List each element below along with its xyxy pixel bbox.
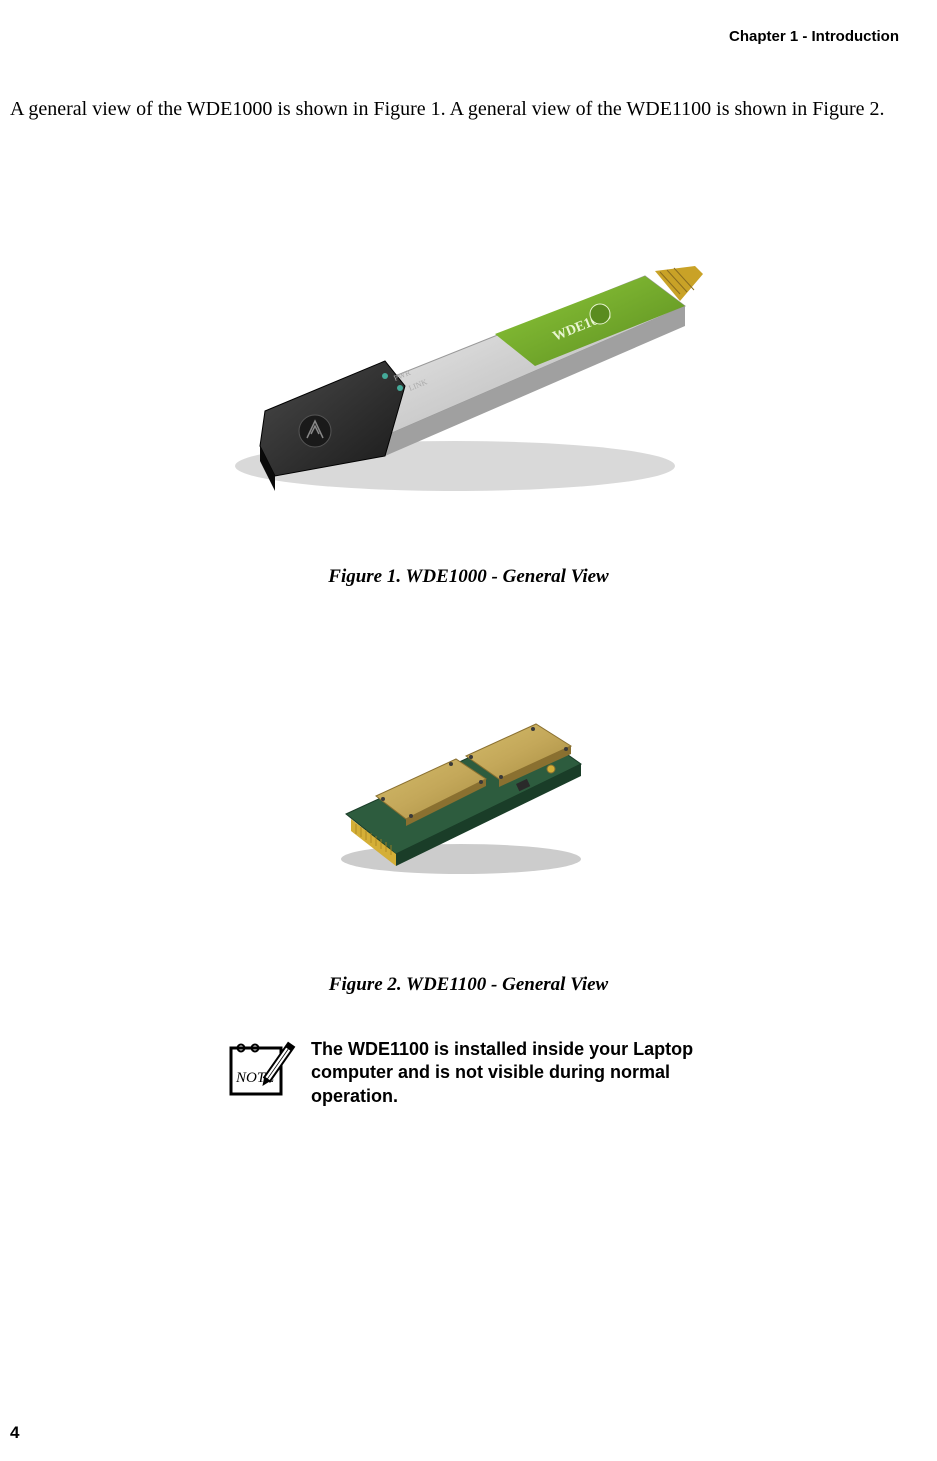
note-callout: NOTE The WDE1100 is installed inside you… xyxy=(227,1038,701,1108)
page-number: 4 xyxy=(10,1423,19,1443)
wde1100-device-illustration xyxy=(321,694,601,884)
note-icon: NOTE xyxy=(227,1038,297,1100)
intro-text: A general view of the WDE1000 is shown i… xyxy=(10,98,885,120)
figure1-image: PWR LINK WDE1000 xyxy=(185,196,725,516)
note-text: The WDE1100 is installed inside your Lap… xyxy=(311,1038,701,1108)
figure2-caption: Figure 2. WDE1100 - General View xyxy=(0,974,937,996)
figure1-caption-text: Figure 1. WDE1000 - General View xyxy=(328,566,608,587)
chapter-header: Chapter 1 - Introduction xyxy=(729,28,899,45)
chapter-label: Chapter 1 - Introduction xyxy=(729,28,899,45)
figure1-caption: Figure 1. WDE1000 - General View xyxy=(0,566,937,588)
figure2-caption-text: Figure 2. WDE1100 - General View xyxy=(329,974,608,995)
figure2-image xyxy=(306,676,616,901)
intro-paragraph: A general view of the WDE1000 is shown i… xyxy=(10,96,907,122)
wde1000-device-illustration: PWR LINK WDE1000 xyxy=(205,216,705,496)
page-number-text: 4 xyxy=(10,1423,19,1442)
